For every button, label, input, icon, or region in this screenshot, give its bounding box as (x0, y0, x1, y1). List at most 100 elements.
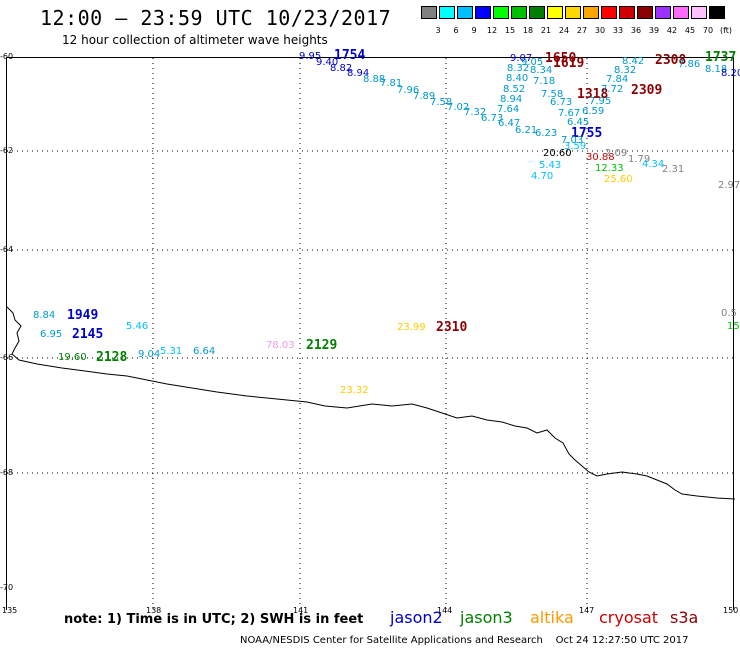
scale-swatch (619, 6, 635, 19)
wave-height-value: 0.5 (721, 308, 737, 319)
wave-height-value: 7.18 (533, 76, 556, 87)
wave-height-value: 7.03 (561, 135, 584, 146)
wave-height-value: 8.84 (33, 310, 56, 321)
scale-swatch (565, 6, 581, 19)
wave-height-value: 6.23 (535, 128, 558, 139)
scale-swatch (637, 6, 653, 19)
lon-label: 144 (437, 606, 453, 615)
map-frame (6, 57, 735, 611)
wave-height-value: 7.67 (558, 108, 581, 119)
scale-label: 45 (684, 26, 696, 35)
wave-height-value: 7.95 (589, 96, 612, 107)
wave-height-value: 9.07 (510, 53, 533, 64)
credit-line: NOAA/NESDIS Center for Satellite Applica… (240, 635, 689, 646)
wave-height-value: 7.58 (430, 97, 453, 108)
wave-height-value: 4.34 (642, 159, 665, 170)
lon-label: 135 (2, 606, 18, 615)
scale-swatch (457, 6, 473, 19)
wave-height-value: 5.46 (126, 321, 149, 332)
lat-label: -64 (0, 245, 14, 254)
scale-label: (ft) (719, 26, 733, 35)
wave-height-value: 8.94 (347, 68, 370, 79)
lon-label: 141 (293, 606, 309, 615)
wave-height-value: 30.88 (586, 152, 615, 163)
scale-label: 30 (594, 26, 606, 35)
scale-label: 6 (453, 26, 459, 35)
scale-label: 42 (666, 26, 678, 35)
wave-height-value: 8.82 (330, 63, 353, 74)
wave-height-value: 6.45 (567, 117, 590, 128)
wave-height-value: 23.99 (397, 322, 426, 333)
scale-swatch (583, 6, 599, 19)
wave-height-value: 7.86 (678, 59, 701, 70)
pass-id: 1318 (577, 87, 609, 102)
wave-height-value: 7.64 (497, 104, 520, 115)
wave-height-value: 23.32 (340, 385, 369, 396)
pass-id: 1619 (553, 56, 585, 71)
pass-id: 2129 (306, 338, 338, 353)
wave-height-value: 9.40 (316, 57, 339, 68)
lat-label: -62 (0, 146, 14, 155)
scale-swatch (655, 6, 671, 19)
legend-s3a: s3a (670, 608, 699, 627)
scale-label: 70 (702, 26, 714, 35)
wave-height-value: 7.81 (380, 78, 403, 89)
legend-jason2: jason2 (390, 608, 443, 627)
wave-height-value: 8.32 (614, 65, 637, 76)
wave-height-value: 7.72 (601, 84, 624, 95)
wave-height-value: 9.05 (521, 57, 544, 68)
scale-swatch (673, 6, 689, 19)
lon-label: 150 (723, 606, 739, 615)
wave-height-value: 2.97 (718, 180, 740, 191)
wave-height-value: 12.33 (595, 163, 624, 174)
scale-label: 27 (576, 26, 588, 35)
map-title: 12:00 – 23:59 UTC 10/23/2017 (40, 6, 392, 30)
wave-height-value: 20.60 (543, 148, 572, 159)
lon-label: 138 (146, 606, 162, 615)
scale-swatch (547, 6, 563, 19)
scale-swatch (493, 6, 509, 19)
wave-height-value: 6.59 (582, 106, 605, 117)
wave-height-value: 7.32 (464, 107, 487, 118)
scale-swatch (709, 6, 725, 19)
wave-height-value: 8.52 (503, 84, 526, 95)
pass-id: 2310 (436, 320, 468, 335)
wave-height-value: 6.95 (40, 329, 63, 340)
scale-label: 15 (504, 26, 516, 35)
wave-height-value: 5.31 (160, 346, 183, 357)
pass-id: 1754 (334, 48, 366, 63)
wave-height-value: 15 (727, 321, 740, 332)
wave-height-value: 78.03 (266, 340, 295, 351)
scale-label: 33 (612, 26, 624, 35)
wave-height-value: 6.73 (481, 113, 504, 124)
legend-jason3: jason3 (460, 608, 513, 627)
wave-height-value: 1.79 (628, 154, 651, 165)
wave-height-value: 8.34 (530, 65, 553, 76)
wave-height-value: 4.70 (531, 171, 554, 182)
wave-height-value: 6.73 (550, 97, 573, 108)
coastline (7, 306, 735, 500)
pass-id: 1755 (571, 126, 603, 141)
wave-height-value: 6.21 (515, 125, 538, 136)
scale-label: 9 (471, 26, 477, 35)
scale-swatch (511, 6, 527, 19)
pass-id: 2308 (655, 53, 687, 68)
pass-id: 2128 (96, 350, 128, 365)
pass-id: 2309 (631, 83, 663, 98)
wave-height-value: 2.09 (605, 148, 628, 159)
legend-altika: altika (530, 608, 574, 627)
scale-label: 21 (540, 26, 552, 35)
note-text: note: 1) Time is in UTC; 2) SWH is in fe… (64, 612, 364, 627)
wave-height-value: 8.94 (500, 94, 523, 105)
wave-height-value: 25.60 (604, 174, 633, 185)
pass-id: 2145 (72, 327, 104, 342)
scale-swatch (439, 6, 455, 19)
wave-height-value: 8.40 (506, 73, 529, 84)
map-subtitle: 12 hour collection of altimeter wave hei… (62, 33, 328, 47)
graticule (7, 58, 735, 611)
wave-height-value: 7.02 (447, 102, 470, 113)
wave-height-value: 8.18 (705, 64, 728, 75)
wave-height-value: 8.88 (363, 74, 386, 85)
wave-height-value: 8.42 (622, 56, 645, 67)
wave-height-value: 7.58 (541, 89, 564, 100)
